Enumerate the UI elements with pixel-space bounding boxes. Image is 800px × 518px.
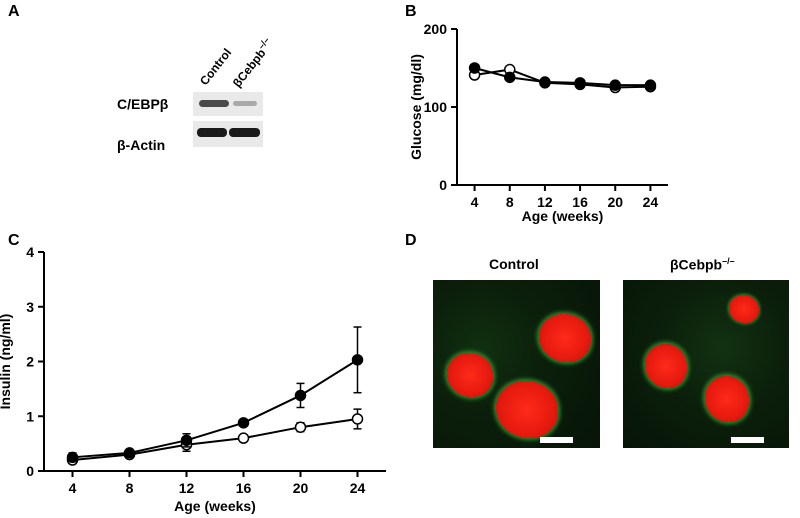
x-tick-label: 24 bbox=[350, 480, 366, 496]
x-tick-label: 24 bbox=[643, 194, 659, 210]
data-point-open bbox=[351, 413, 364, 425]
y-tick-label: 0 bbox=[439, 177, 447, 193]
blot-row-cebpb: C/EBPβ bbox=[117, 96, 169, 112]
x-tick-label: 8 bbox=[126, 480, 134, 496]
islet-1 bbox=[729, 295, 759, 323]
panel-d-letter: D bbox=[405, 232, 417, 249]
glucose-chart: 0 100 200 4 8 12 16 20 24 Age (weeks) Glucose (mg/… bbox=[408, 21, 668, 224]
y-tick-label: 0 bbox=[26, 463, 34, 479]
x-tick-label: 20 bbox=[607, 194, 623, 210]
y-tick-label: 200 bbox=[424, 21, 448, 37]
islet-2 bbox=[539, 314, 591, 362]
data-point-filled bbox=[66, 451, 79, 464]
panel-a-letter: A bbox=[8, 3, 20, 20]
band-cebpb-knockout bbox=[233, 101, 257, 106]
islet-1 bbox=[447, 353, 493, 397]
blot-cebpb-strip bbox=[193, 92, 263, 116]
x-tick-label: 8 bbox=[506, 194, 514, 210]
panel-c-letter: C bbox=[8, 232, 20, 249]
series-line-open bbox=[72, 417, 358, 462]
band-actin-knockout bbox=[229, 128, 260, 137]
blot-column-knockout: βCebpb–/– bbox=[229, 35, 272, 90]
blot-actin-strip bbox=[193, 121, 263, 147]
y-axis-label: Glucose (mg/dl) bbox=[408, 54, 424, 160]
data-point-filled bbox=[468, 62, 481, 74]
blot-column-control: Control bbox=[196, 45, 235, 88]
scale-bar bbox=[731, 437, 764, 443]
x-tick-label: 4 bbox=[471, 194, 479, 210]
islet-2 bbox=[645, 344, 687, 388]
data-point-filled bbox=[237, 417, 250, 429]
x-tick-label: 4 bbox=[69, 480, 77, 496]
blot-row-actin: β-Actin bbox=[117, 137, 166, 153]
x-tick-label: 16 bbox=[572, 194, 588, 210]
data-point-open bbox=[294, 421, 307, 433]
data-point-filled bbox=[574, 77, 586, 89]
x-axis-label: Age (weeks) bbox=[174, 498, 256, 514]
islet-3 bbox=[496, 381, 558, 438]
y-tick-label: 1 bbox=[26, 408, 34, 424]
data-point-filled bbox=[180, 434, 193, 447]
band-cebpb-control bbox=[199, 100, 229, 107]
y-tick-label: 3 bbox=[26, 299, 34, 315]
x-axis-label: Age (weeks) bbox=[522, 208, 604, 224]
islet-3 bbox=[705, 376, 749, 422]
series-line-filled bbox=[72, 359, 359, 459]
y-tick-label: 100 bbox=[424, 99, 448, 115]
data-point-open bbox=[237, 432, 250, 444]
x-tick-label: 12 bbox=[179, 480, 195, 496]
image-label-knockout: βCebpb–/– bbox=[670, 256, 735, 273]
x-tick-label: 16 bbox=[236, 480, 252, 496]
data-point-filled bbox=[609, 79, 621, 91]
series-line-open bbox=[474, 68, 651, 89]
data-point-filled bbox=[539, 76, 551, 88]
x-tick-label: 20 bbox=[293, 480, 309, 496]
y-axis-label: Insulin (ng/ml) bbox=[0, 314, 13, 410]
islet-image-knockout bbox=[623, 280, 789, 448]
data-point-filled bbox=[294, 389, 307, 402]
band-actin-control bbox=[197, 128, 227, 137]
x-tick-label: 12 bbox=[537, 194, 553, 210]
y-tick-label: 4 bbox=[26, 244, 34, 260]
scale-bar bbox=[540, 437, 573, 443]
islet-image-control bbox=[433, 280, 600, 448]
image-label-control: Control bbox=[489, 256, 539, 272]
y-tick-label: 2 bbox=[26, 354, 34, 370]
data-point-filled bbox=[351, 354, 364, 366]
data-point-filled bbox=[504, 71, 516, 84]
panel-b-letter: B bbox=[405, 3, 417, 20]
series-line-filled bbox=[474, 67, 651, 87]
data-point-filled bbox=[123, 447, 136, 459]
data-point-filled bbox=[644, 79, 657, 91]
